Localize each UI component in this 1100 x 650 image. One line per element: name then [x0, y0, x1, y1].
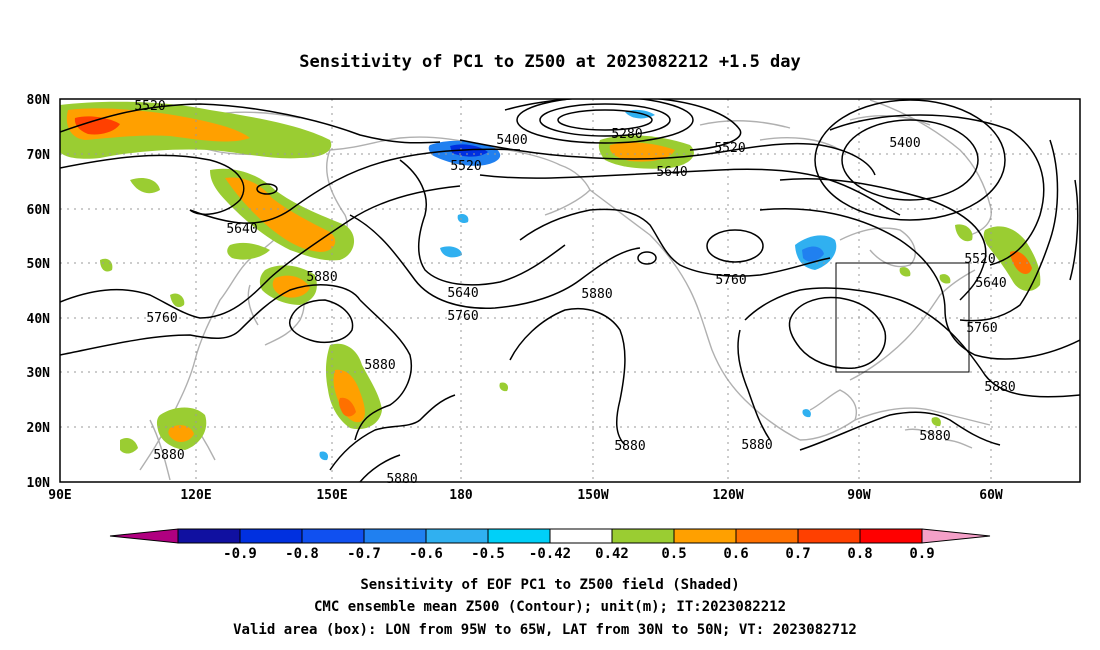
colorbar-tick-label: -0.8 [285, 546, 319, 562]
lon-label: 150W [577, 488, 608, 503]
z500-contours [60, 99, 1080, 482]
contour-label: 5640 [975, 276, 1006, 291]
colorbar-tick-label: 0.6 [723, 546, 748, 562]
contour-label: 5880 [984, 380, 1015, 395]
contour-label: 5880 [614, 439, 645, 454]
colorbar-high-triangle [921, 528, 991, 544]
lat-label: 10N [27, 476, 51, 491]
colorbar-swatch [735, 528, 799, 544]
contour-label: 5880 [919, 429, 950, 444]
lon-label: 90W [847, 488, 871, 503]
contour-label: 5400 [496, 133, 527, 148]
contour-label: 5520 [134, 99, 165, 114]
colorbar-swatch [301, 528, 365, 544]
lon-label: 180 [449, 488, 473, 503]
contour-label: 5880 [153, 448, 184, 463]
longitude-labels: 90E 120E 150E 180 150W 120W 90W 60W [48, 488, 1003, 503]
colorbar-tick-label: 0.42 [595, 546, 629, 562]
colorbar-swatch [239, 528, 303, 544]
contour-label: 5880 [581, 287, 612, 302]
contour-label: 5760 [447, 309, 478, 324]
map-title: Sensitivity of PC1 to Z500 at 2023082212… [299, 52, 801, 72]
contour-label: 5760 [966, 321, 997, 336]
contour-label: 5760 [715, 273, 746, 288]
lat-label: 80N [27, 93, 51, 108]
colorbar-swatch [549, 528, 613, 544]
lat-label: 50N [27, 257, 51, 272]
colorbar-tick-label: -0.42 [529, 546, 571, 562]
colorbar-swatch [859, 528, 923, 544]
graticule [60, 99, 1080, 482]
lat-label: 70N [27, 148, 51, 163]
plot-area [60, 99, 1080, 482]
contour-label: 5520 [450, 159, 481, 174]
contour-label: 5640 [447, 286, 478, 301]
lon-label: 90E [48, 488, 71, 503]
contour-label: 5640 [226, 222, 257, 237]
colorbar-swatch [673, 528, 737, 544]
lat-label: 60N [27, 203, 51, 218]
contour-label: 5520 [964, 252, 995, 267]
lon-label: 60W [979, 488, 1003, 503]
colorbar-tick-label: 0.7 [785, 546, 810, 562]
colorbar: -0.9 -0.8 -0.7 -0.6 -0.5 -0.42 0.42 0.5 0.6 0.7 0.… [109, 528, 991, 562]
caption-line-1: Sensitivity of EOF PC1 to Z500 field (Sh… [360, 577, 739, 593]
colorbar-swatch [425, 528, 489, 544]
lon-label: 120E [180, 488, 211, 503]
colorbar-swatch [797, 528, 861, 544]
contour-label: 5880 [386, 472, 417, 487]
colorbar-swatch [363, 528, 427, 544]
contour-label: 5760 [146, 311, 177, 326]
lon-label: 120W [712, 488, 743, 503]
caption-line-2: CMC ensemble mean Z500 (Contour); unit(m… [314, 599, 786, 615]
contour-label: 5880 [306, 270, 337, 285]
contour-label: 5880 [364, 358, 395, 373]
colorbar-swatch [177, 528, 241, 544]
colorbar-low-triangle [109, 528, 179, 544]
colorbar-tick-labels: -0.9 -0.8 -0.7 -0.6 -0.5 -0.42 0.42 0.5 0.6 0.7 0.… [223, 546, 935, 562]
colorbar-tick-label: 0.5 [661, 546, 686, 562]
colorbar-tick-label: 0.9 [909, 546, 934, 562]
valid-area-box [835, 262, 970, 373]
contour-label: 5640 [656, 165, 687, 180]
contour-label: 5280 [611, 127, 642, 142]
contour-label: 5520 [714, 141, 745, 156]
colorbar-tick-label: 0.8 [847, 546, 872, 562]
latitude-labels: 80N 70N 60N 50N 40N 30N 20N 10N [27, 93, 51, 491]
colorbar-swatches [109, 528, 991, 544]
lat-label: 40N [27, 312, 51, 327]
colorbar-tick-label: -0.7 [347, 546, 381, 562]
lon-label: 150E [316, 488, 347, 503]
contour-label: 5880 [741, 438, 772, 453]
colorbar-swatch [611, 528, 675, 544]
colorbar-swatch [487, 528, 551, 544]
colorbar-tick-label: -0.9 [223, 546, 257, 562]
lat-label: 30N [27, 366, 51, 381]
contour-label-group: 5520 5400 5280 5520 5520 5640 5400 5640 … [134, 99, 1015, 487]
lat-label: 20N [27, 421, 51, 436]
caption-line-3: Valid area (box): LON from 95W to 65W, L… [233, 622, 857, 638]
plot-frame [59, 98, 1081, 483]
colorbar-tick-label: -0.6 [409, 546, 443, 562]
contour-label: 5400 [889, 136, 920, 151]
colorbar-tick-label: -0.5 [471, 546, 505, 562]
